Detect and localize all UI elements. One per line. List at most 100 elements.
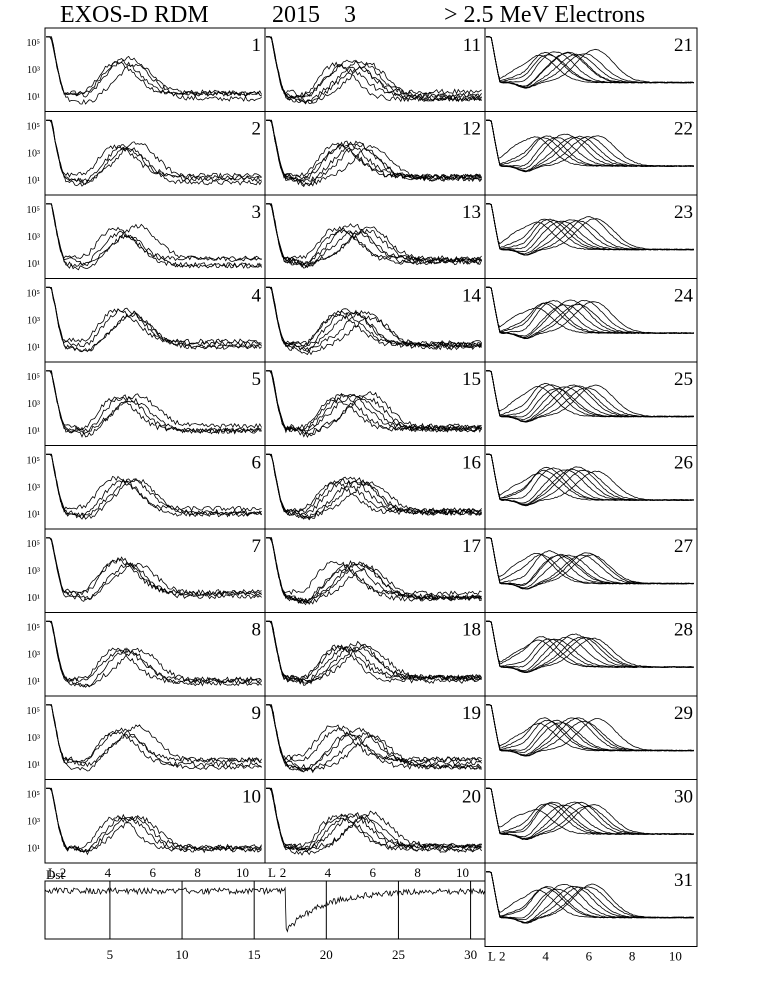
- day-label: 13: [462, 202, 481, 223]
- flux-curve: [486, 370, 694, 421]
- flux-curve: [486, 119, 694, 167]
- day-label: 10: [242, 787, 261, 808]
- flux-curve: [486, 119, 694, 167]
- day-label: 15: [462, 369, 481, 390]
- flux-curve: [46, 537, 262, 597]
- dst-panel: Dst 5 10 15 20 25 30: [44, 867, 486, 962]
- y-tick-label: 10³: [27, 483, 40, 494]
- flux-curve: [46, 453, 262, 519]
- day-label: 20: [462, 787, 481, 808]
- x-tick-label: 8: [629, 949, 636, 964]
- day-label: 6: [252, 453, 262, 474]
- flux-curve: [46, 370, 262, 434]
- flux-curve: [486, 537, 694, 590]
- flux-curve: [46, 203, 262, 271]
- y-tick-label: 10⁵: [27, 623, 41, 634]
- panel-frame: [484, 695, 698, 780]
- l-axis-col1: L 2 4 6 8 10: [48, 865, 249, 880]
- panel-frame: [264, 194, 486, 279]
- day-label: 22: [674, 119, 693, 140]
- flux-curve: [266, 620, 482, 681]
- flux-curve: [46, 537, 262, 596]
- flux-curve: [486, 203, 694, 251]
- flux-curve: [486, 36, 694, 87]
- panel-day-2: 2 10⁵ 10³ 10¹: [27, 111, 266, 196]
- panel-frame: [484, 779, 698, 864]
- dst-frame: [44, 880, 486, 940]
- panel-day-5: 5 10⁵ 10³ 10¹: [27, 361, 266, 446]
- flux-curve: [266, 286, 482, 346]
- y-tick-label: 10⁵: [27, 456, 41, 467]
- flux-curve: [486, 620, 694, 673]
- flux-curve: [266, 370, 482, 434]
- panel-frame: [484, 862, 698, 947]
- flux-curve: [266, 119, 482, 183]
- flux-curve: [486, 119, 694, 172]
- y-tick-label: 10⁵: [27, 539, 41, 550]
- day-label: 24: [674, 286, 694, 307]
- flux-curve: [266, 704, 482, 763]
- day-label: 30: [674, 787, 693, 808]
- panel-day-22: 22: [484, 111, 698, 196]
- panel-day-16: 16: [264, 445, 486, 530]
- flux-curve: [486, 370, 694, 418]
- panel-day-18: 18: [264, 612, 486, 697]
- day-label: 5: [252, 369, 262, 390]
- flux-curve: [486, 203, 694, 251]
- x-tick-label: 6: [586, 949, 593, 964]
- panel-day-24: 24: [484, 278, 698, 363]
- dst-x-tick-label: 25: [392, 947, 405, 962]
- flux-curve: [46, 537, 262, 602]
- panel-day-11: 11: [264, 27, 486, 112]
- day-label: 21: [674, 35, 693, 56]
- flux-curve: [266, 119, 482, 188]
- flux-curve: [266, 787, 482, 852]
- flux-curve: [486, 286, 694, 338]
- flux-curve: [486, 453, 694, 501]
- flux-curve: [46, 36, 262, 105]
- flux-curve: [486, 704, 694, 752]
- panel-day-12: 12: [264, 111, 486, 196]
- x-tick-label: 4: [325, 865, 332, 880]
- flux-curve: [486, 787, 694, 835]
- flux-curve: [46, 119, 262, 180]
- energy-label: > 2.5 MeV Electrons: [444, 2, 646, 28]
- flux-curve: [486, 203, 694, 255]
- panel-frame: [484, 194, 698, 279]
- flux-curve: [486, 787, 694, 835]
- x-axis-label: L: [268, 865, 276, 880]
- flux-curve: [46, 620, 262, 688]
- day-label: 25: [674, 369, 693, 390]
- x-tick-label: 4: [542, 949, 549, 964]
- y-tick-label: 10⁵: [27, 706, 41, 717]
- y-tick-label: 10⁵: [27, 38, 41, 49]
- x-tick-label: 2: [60, 865, 67, 880]
- flux-curve: [46, 286, 262, 348]
- x-tick-label: 4: [105, 865, 112, 880]
- flux-curve: [486, 36, 694, 84]
- dst-x-tick-label: 30: [464, 947, 477, 962]
- date-month: 3: [344, 2, 356, 28]
- day-label: 23: [674, 202, 693, 223]
- flux-curve: [486, 36, 694, 88]
- flux-curve: [486, 286, 694, 339]
- panel-day-4: 4 10⁵ 10³ 10¹: [27, 278, 266, 363]
- panel-day-14: 14: [264, 278, 486, 363]
- flux-curve: [486, 620, 694, 668]
- flux-curve: [486, 119, 694, 167]
- figure-date: 2015 3: [272, 2, 356, 28]
- flux-curve: [46, 620, 262, 683]
- day-label: 26: [674, 453, 693, 474]
- day-label: 28: [674, 620, 693, 641]
- flux-curve: [486, 370, 694, 418]
- panel-frame: [264, 361, 486, 446]
- dst-label: Dst: [46, 867, 64, 882]
- flux-curve: [486, 787, 694, 835]
- flux-curve: [266, 286, 482, 348]
- flux-curve: [486, 871, 694, 919]
- day-label: 27: [674, 536, 693, 557]
- panel-day-31: 31: [484, 862, 698, 947]
- flux-curve: [486, 370, 694, 418]
- y-tick-label: 10¹: [27, 92, 40, 103]
